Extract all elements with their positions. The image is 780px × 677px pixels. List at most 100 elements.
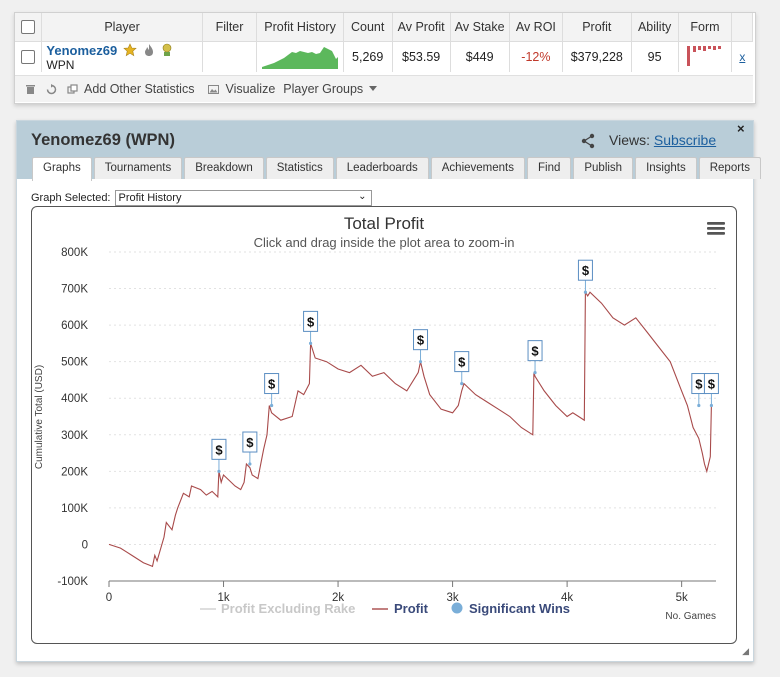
- header-av-roi[interactable]: Av ROI: [509, 13, 564, 42]
- trash-icon: [26, 84, 35, 94]
- profit-chart[interactable]: Total Profit Click and drag inside the pl…: [32, 207, 736, 643]
- x-axis-label: No. Games: [665, 611, 716, 622]
- significant-win-marker[interactable]: [577, 259, 593, 281]
- legend-profit: Profit: [394, 601, 429, 616]
- y-tick-label: 100K: [61, 503, 88, 515]
- significant-win-label: $: [268, 377, 276, 392]
- y-axis-label: Cumulative Total (USD): [34, 365, 45, 469]
- tab-leaderboards[interactable]: Leaderboards: [335, 157, 429, 179]
- significant-win-label: $: [708, 377, 716, 392]
- panel-title: Yenomez69 (WPN): [31, 131, 175, 149]
- header-form[interactable]: Form: [678, 13, 733, 42]
- significant-win-label: $: [582, 263, 590, 278]
- significant-win-point: [248, 462, 252, 466]
- header-filter[interactable]: Filter: [202, 13, 258, 42]
- significant-win-marker[interactable]: [211, 438, 227, 460]
- refresh-button[interactable]: [46, 83, 57, 95]
- resize-grip-icon[interactable]: ◢: [742, 646, 749, 656]
- header-remove: [731, 13, 753, 42]
- tab-achievements[interactable]: Achievements: [430, 157, 525, 179]
- chart-menu-icon[interactable]: [707, 227, 725, 230]
- panel-header: Yenomez69 (WPN) Views: Subscribe × Graph…: [17, 121, 761, 181]
- av-roi-cell: -12%: [509, 41, 564, 72]
- significant-win-point: [697, 403, 701, 408]
- visualize-label: Visualize: [225, 82, 276, 96]
- x-tick-label: 1k: [217, 592, 229, 604]
- tab-publish[interactable]: Publish: [573, 157, 634, 179]
- add-other-statistics-button[interactable]: Add Other Statistics: [67, 82, 194, 96]
- x-tick-label: 0: [106, 592, 112, 604]
- header-ability[interactable]: Ability: [631, 13, 679, 42]
- significant-win-marker[interactable]: [413, 329, 429, 351]
- header-profit-history[interactable]: Profit History: [256, 13, 344, 42]
- remove-player-link[interactable]: x: [739, 50, 746, 64]
- tab-find[interactable]: Find: [526, 157, 572, 179]
- profit-series-line[interactable]: [108, 290, 712, 568]
- y-tick-label: 400K: [61, 393, 88, 405]
- chart-container[interactable]: Total Profit Click and drag inside the pl…: [31, 206, 737, 644]
- tab-tournaments[interactable]: Tournaments: [93, 157, 183, 179]
- significant-win-marker[interactable]: [703, 373, 719, 395]
- x-tick-label: 3k: [447, 592, 459, 604]
- y-tick-label: 600K: [61, 320, 88, 332]
- select-all-checkbox[interactable]: [21, 20, 36, 35]
- y-tick-label: 200K: [61, 466, 88, 478]
- significant-win-point: [217, 469, 221, 473]
- significant-win-marker[interactable]: [242, 431, 258, 453]
- significant-win-point: [460, 382, 464, 386]
- tab-insights[interactable]: Insights: [635, 157, 697, 179]
- tab-breakdown[interactable]: Breakdown: [184, 157, 264, 179]
- profit-history-sparkline[interactable]: [256, 41, 344, 72]
- significant-win-label: $: [307, 314, 315, 329]
- filter-cell[interactable]: [202, 41, 258, 72]
- select-all-header[interactable]: [15, 13, 43, 42]
- header-av-stake[interactable]: Av Stake: [450, 13, 510, 42]
- header-player[interactable]: Player: [41, 13, 203, 42]
- star-icon: [123, 43, 137, 57]
- header-profit[interactable]: Profit: [562, 13, 632, 42]
- row-checkbox[interactable]: [21, 50, 36, 65]
- significant-win-point: [308, 341, 313, 345]
- significant-win-label: $: [215, 442, 223, 457]
- y-tick-label: -100K: [57, 576, 88, 588]
- significant-win-marker[interactable]: [527, 340, 543, 362]
- x-tick-label: 4k: [561, 592, 573, 604]
- significant-win-marker[interactable]: [264, 373, 280, 395]
- tab-graphs[interactable]: Graphs: [32, 157, 92, 181]
- flame-icon: [145, 44, 154, 56]
- player-name-link[interactable]: Yenomez69: [46, 42, 118, 58]
- header-av-profit[interactable]: Av Profit: [392, 13, 451, 42]
- visualize-button[interactable]: Visualize: [208, 82, 275, 96]
- y-tick-label: 800K: [61, 247, 88, 259]
- count-cell: 5,269: [343, 41, 393, 72]
- legend-profit-excl-rake: Profit Excluding Rake: [221, 601, 355, 616]
- share-icon[interactable]: [580, 133, 596, 149]
- player-cell: Yenomez69 WPN: [41, 41, 203, 72]
- player-groups-dropdown[interactable]: Player Groups: [283, 82, 378, 96]
- delete-button[interactable]: [25, 84, 36, 95]
- graph-select-dropdown[interactable]: Profit History ⌄: [114, 190, 372, 206]
- chart-title: Total Profit: [344, 214, 425, 233]
- chart-menu-icon[interactable]: [707, 222, 725, 225]
- table-row: Yenomez69 WPN 5,269 $53.59 $449 -12% $37…: [15, 41, 753, 72]
- significant-win-marker[interactable]: [303, 310, 319, 332]
- graph-selected-label: Graph Selected:: [31, 192, 111, 204]
- table-header-row: Player Filter Profit History Count Av Pr…: [15, 13, 753, 42]
- chart-menu-icon[interactable]: [707, 232, 725, 235]
- header-count[interactable]: Count: [343, 13, 393, 42]
- significant-win-marker[interactable]: [454, 351, 470, 373]
- player-detail-panel: Yenomez69 (WPN) Views: Subscribe × Graph…: [16, 120, 761, 662]
- views-label: Views:: [609, 132, 650, 148]
- significant-win-label: $: [417, 333, 425, 348]
- tab-reports[interactable]: Reports: [698, 157, 761, 179]
- profit-cell: $379,228: [562, 41, 632, 72]
- significant-win-label: $: [246, 435, 254, 450]
- graph-selector: Graph Selected: Profit History ⌄: [31, 190, 372, 206]
- av-profit-cell: $53.59: [392, 41, 451, 72]
- subscribe-link[interactable]: Subscribe: [653, 132, 717, 148]
- tab-statistics[interactable]: Statistics: [265, 157, 334, 179]
- y-tick-label: 300K: [61, 430, 88, 442]
- close-panel-button[interactable]: ×: [737, 121, 745, 136]
- add-stats-icon: [67, 83, 78, 94]
- row-checkbox-cell[interactable]: [15, 41, 43, 72]
